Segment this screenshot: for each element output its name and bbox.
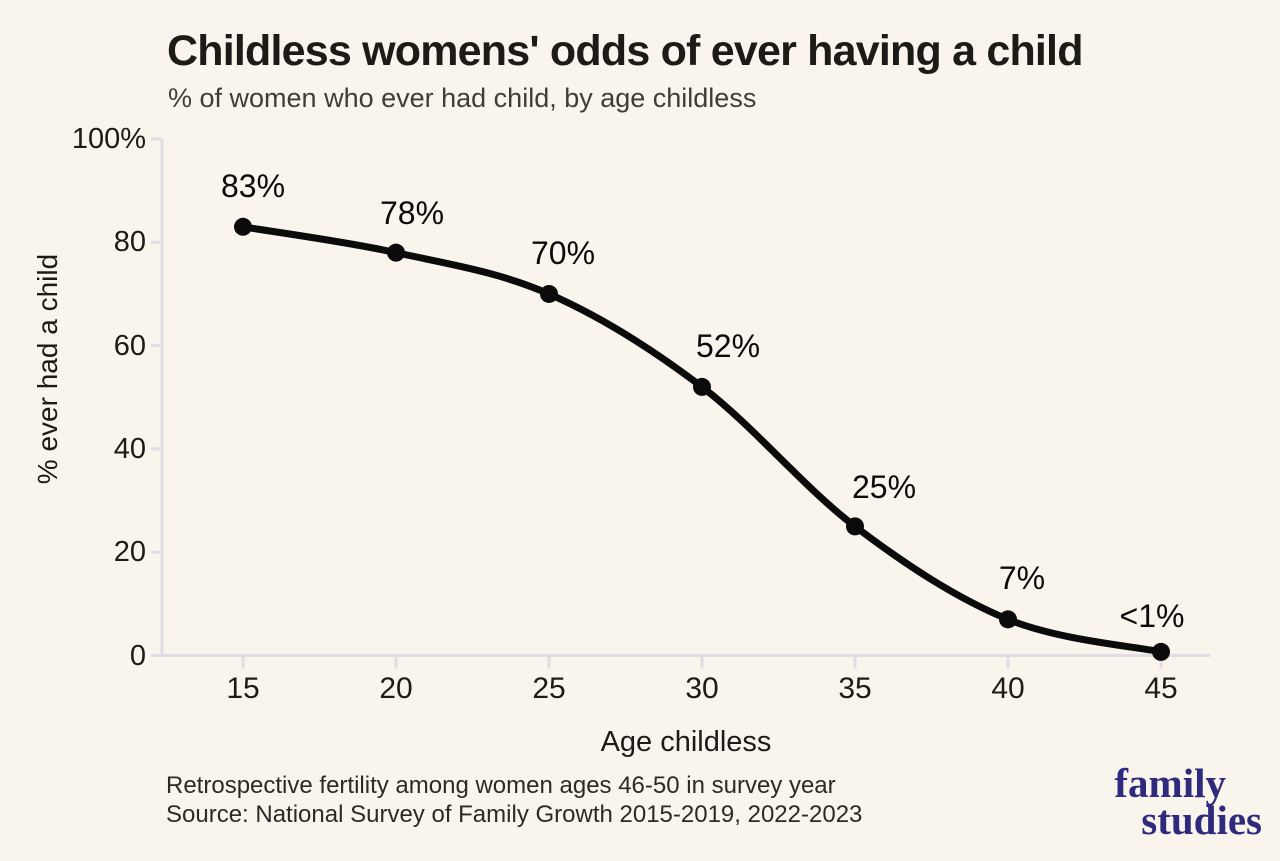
x-tick-label: 20 [379, 672, 413, 705]
source-note: Source: National Survey of Family Growth… [166, 801, 863, 828]
x-tick-label: 25 [532, 672, 566, 705]
data-point-marker [999, 610, 1017, 629]
data-point-marker [540, 284, 558, 303]
x-tick-label: 45 [1144, 672, 1178, 705]
data-point-marker [234, 217, 252, 236]
y-tick-label: 60 [113, 329, 146, 362]
y-tick-label: 0 [129, 639, 146, 672]
family-studies-logo: family studies [1114, 760, 1262, 843]
point-label: <1% [1119, 597, 1185, 634]
y-tick-label: 20 [113, 536, 146, 569]
footnote: Retrospective fertility among women ages… [166, 772, 836, 799]
y-tick-label: 80 [113, 226, 146, 259]
chart-title: Childless womens' odds of ever having a … [167, 27, 1083, 75]
point-label: 78% [379, 194, 445, 231]
point-label: 7% [998, 560, 1046, 597]
x-tick-label: 15 [226, 672, 260, 705]
point-label: 83% [220, 167, 286, 204]
point-label: 25% [851, 469, 917, 506]
data-point-marker [846, 517, 864, 536]
x-tick-label: 35 [838, 672, 872, 705]
data-point-marker [693, 377, 711, 396]
x-tick-label: 40 [991, 672, 1025, 705]
point-label: 52% [695, 327, 761, 364]
point-label: 70% [530, 234, 596, 271]
logo-line-2: studies [1141, 797, 1262, 843]
x-axis-title: Age childless [600, 726, 772, 758]
y-tick-label: 100% [71, 123, 146, 155]
data-point-marker [387, 243, 405, 262]
y-axis-title: % ever had a child [32, 253, 63, 485]
y-tick-label: 40 [113, 432, 146, 465]
logo-line-1: family [1114, 760, 1226, 806]
chart-subtitle: % of women who ever had child, by age ch… [168, 83, 757, 113]
data-point-marker [1152, 642, 1170, 661]
footnote-block: Retrospective fertility among women ages… [166, 771, 862, 829]
x-tick-label: 30 [685, 672, 719, 705]
